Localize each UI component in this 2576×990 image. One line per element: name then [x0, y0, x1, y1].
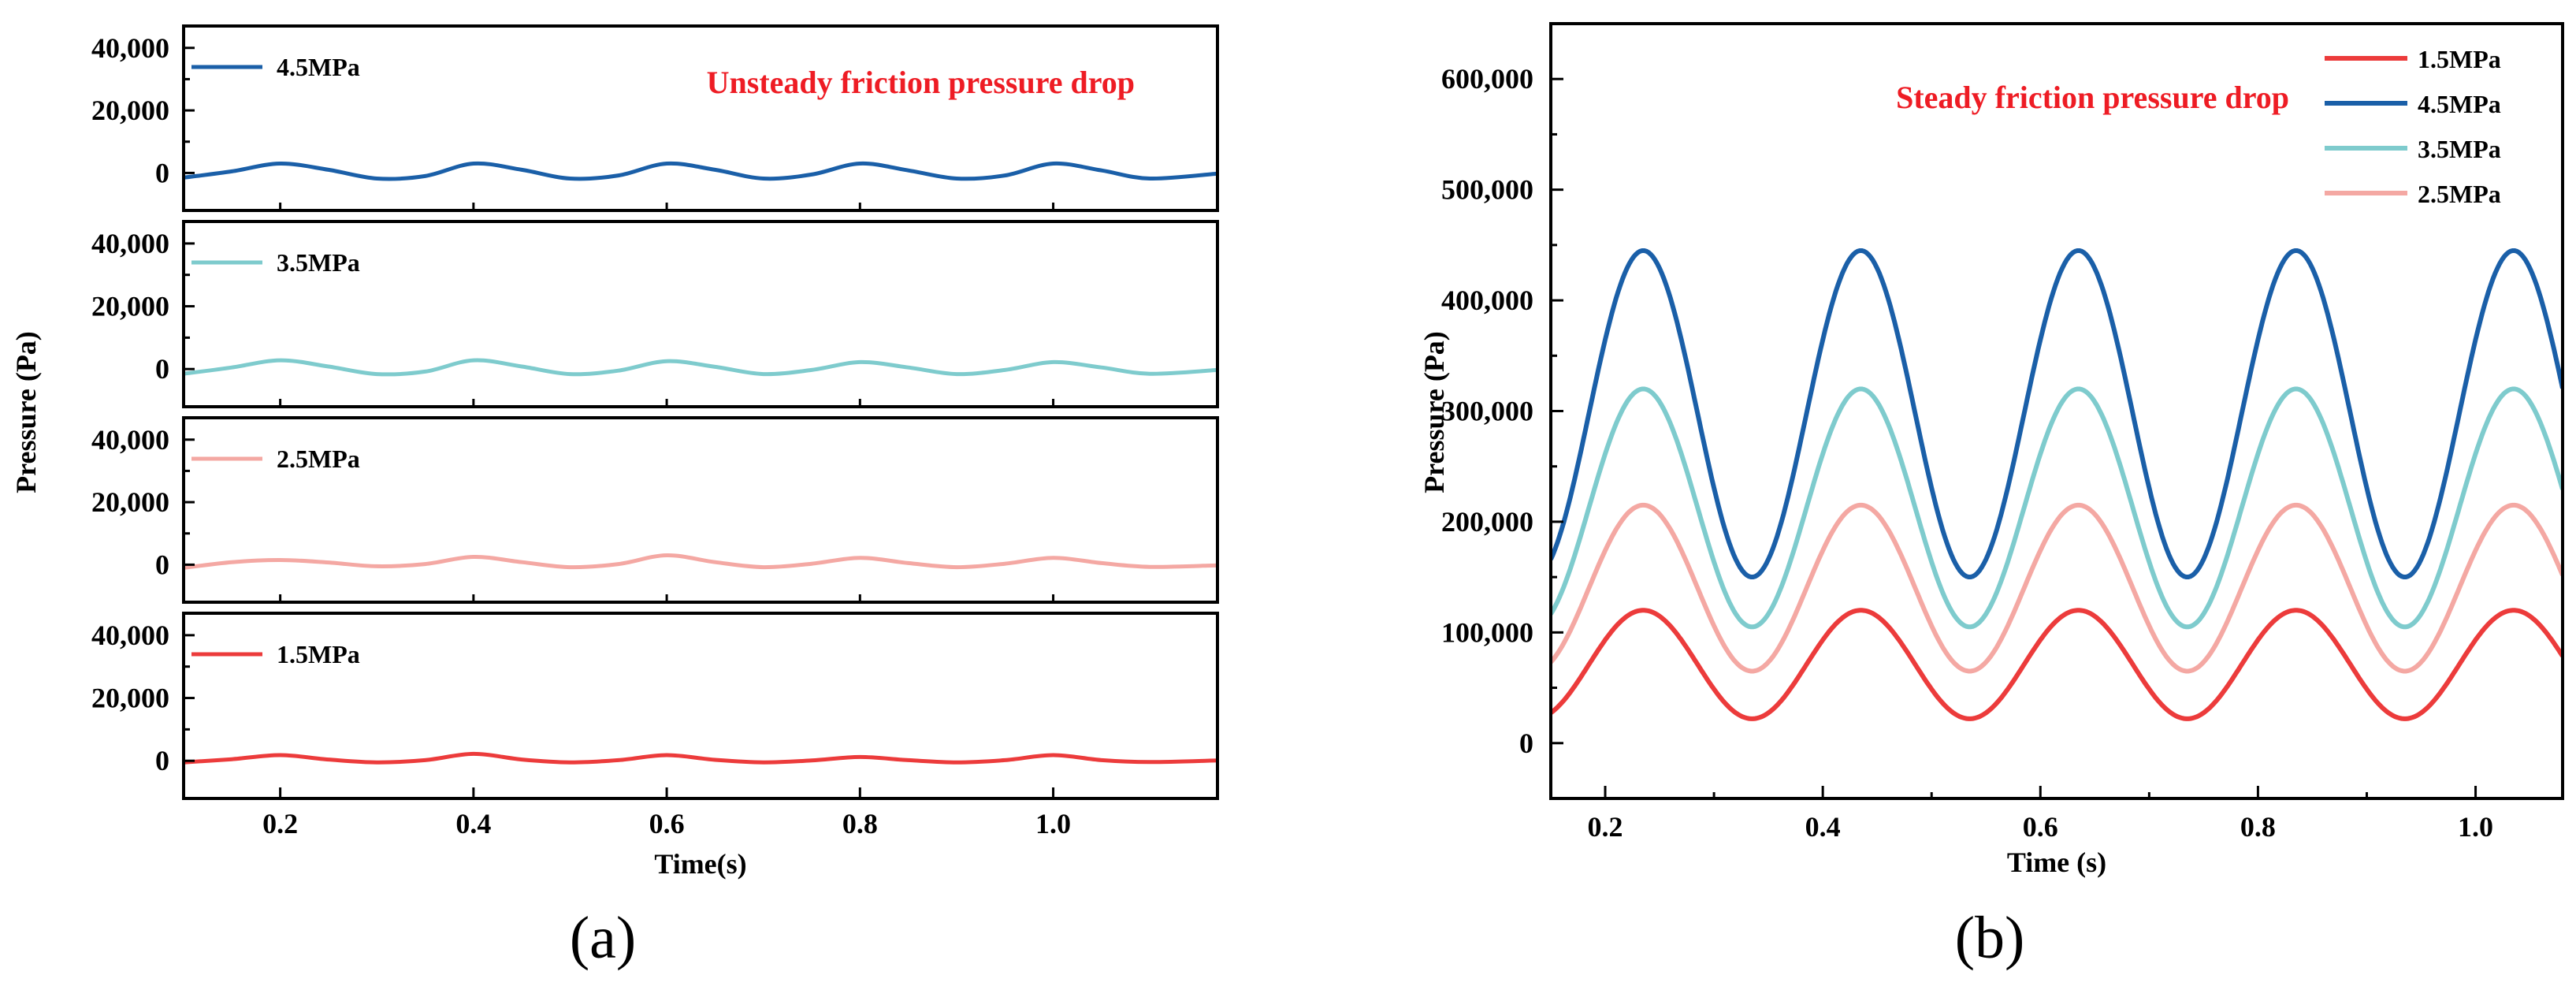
x-tick-label: 0.2: [1588, 811, 1623, 843]
y-tick-label: 20,000: [91, 95, 169, 126]
x-tick-label: 0.8: [2240, 811, 2276, 843]
x-tick-label: 0.2: [262, 808, 298, 839]
subplot-frame-1: [182, 24, 1219, 212]
x-tick-label: 0.8: [842, 808, 878, 839]
series-line-1.5MPa: [1551, 608, 2563, 721]
panel-a-chart: 0 20,000 40,000 4.5MPa 0 20,000 40,000 3.5MPa 0 2…: [10, 24, 1219, 880]
y-tick-label: 40,000: [91, 620, 169, 651]
x-tick-label: 1.0: [2458, 811, 2493, 843]
legend-label: 4.5MPa: [277, 53, 360, 81]
legend-label: 3.5MPa: [2418, 135, 2501, 163]
annotation-text: Steady friction pressure drop: [1896, 80, 2289, 115]
y-axis-title: Pressure (Pa): [10, 331, 42, 493]
series-line-2.5MPa: [184, 553, 1217, 570]
y-tick-label: 200,000: [1441, 506, 1533, 538]
subplot-frame-4: [182, 612, 1219, 800]
x-axis-title: Time(s): [654, 848, 746, 880]
y-tick-label: 20,000: [91, 291, 169, 322]
y-tick-label: 600,000: [1441, 63, 1533, 95]
series-line-4.5MPa: [184, 161, 1217, 181]
y-tick-label: 0: [155, 157, 169, 188]
legend-label: 4.5MPa: [2418, 90, 2501, 118]
legend-label: 3.5MPa: [277, 248, 360, 277]
y-tick-label: 0: [155, 745, 169, 776]
y-tick-label: 100,000: [1441, 616, 1533, 648]
y-tick-label: 40,000: [91, 32, 169, 64]
x-tick-label: 1.0: [1035, 808, 1071, 839]
y-tick-label: 20,000: [91, 683, 169, 714]
subplot-frame-3: [182, 416, 1219, 604]
x-tick-label: 0.6: [2023, 811, 2058, 843]
y-tick-label: 0: [1519, 728, 1533, 759]
series-line-2.5MPa: [1551, 502, 2563, 674]
x-axis-title: Time (s): [2007, 847, 2106, 878]
series-line-1.5MPa: [184, 751, 1217, 765]
series-line-3.5MPa: [184, 358, 1217, 377]
x-tick-label: 0.4: [455, 808, 491, 839]
series-line-4.5MPa: [1551, 248, 2563, 579]
y-tick-label: 0: [155, 353, 169, 385]
y-tick-label: 40,000: [91, 424, 169, 456]
panel-label-a: (a): [570, 905, 636, 971]
y-tick-label: 40,000: [91, 228, 169, 259]
series-line-3.5MPa: [1551, 386, 2563, 630]
y-axis-title: Pressure (Pa): [1418, 331, 1450, 493]
subplot-frame-2: [182, 220, 1219, 408]
x-tick-label: 0.6: [649, 808, 685, 839]
panel-b-chart: 0 100,000 200,000 300,000 400,000 500,000 600,…: [1418, 22, 2564, 878]
legend-label: 1.5MPa: [2418, 45, 2501, 73]
annotation-text: Unsteady friction pressure drop: [707, 65, 1135, 100]
legend-label: 1.5MPa: [277, 640, 360, 668]
panel-label-b: (b): [1955, 905, 2025, 971]
legend-label: 2.5MPa: [2418, 180, 2501, 208]
x-tick-label: 0.4: [1805, 811, 1841, 843]
y-tick-label: 400,000: [1441, 285, 1533, 316]
y-tick-label: 0: [155, 549, 169, 580]
legend-label: 2.5MPa: [277, 445, 360, 473]
y-tick-label: 20,000: [91, 486, 169, 518]
y-tick-label: 500,000: [1441, 174, 1533, 206]
y-tick-label: 300,000: [1441, 396, 1533, 427]
